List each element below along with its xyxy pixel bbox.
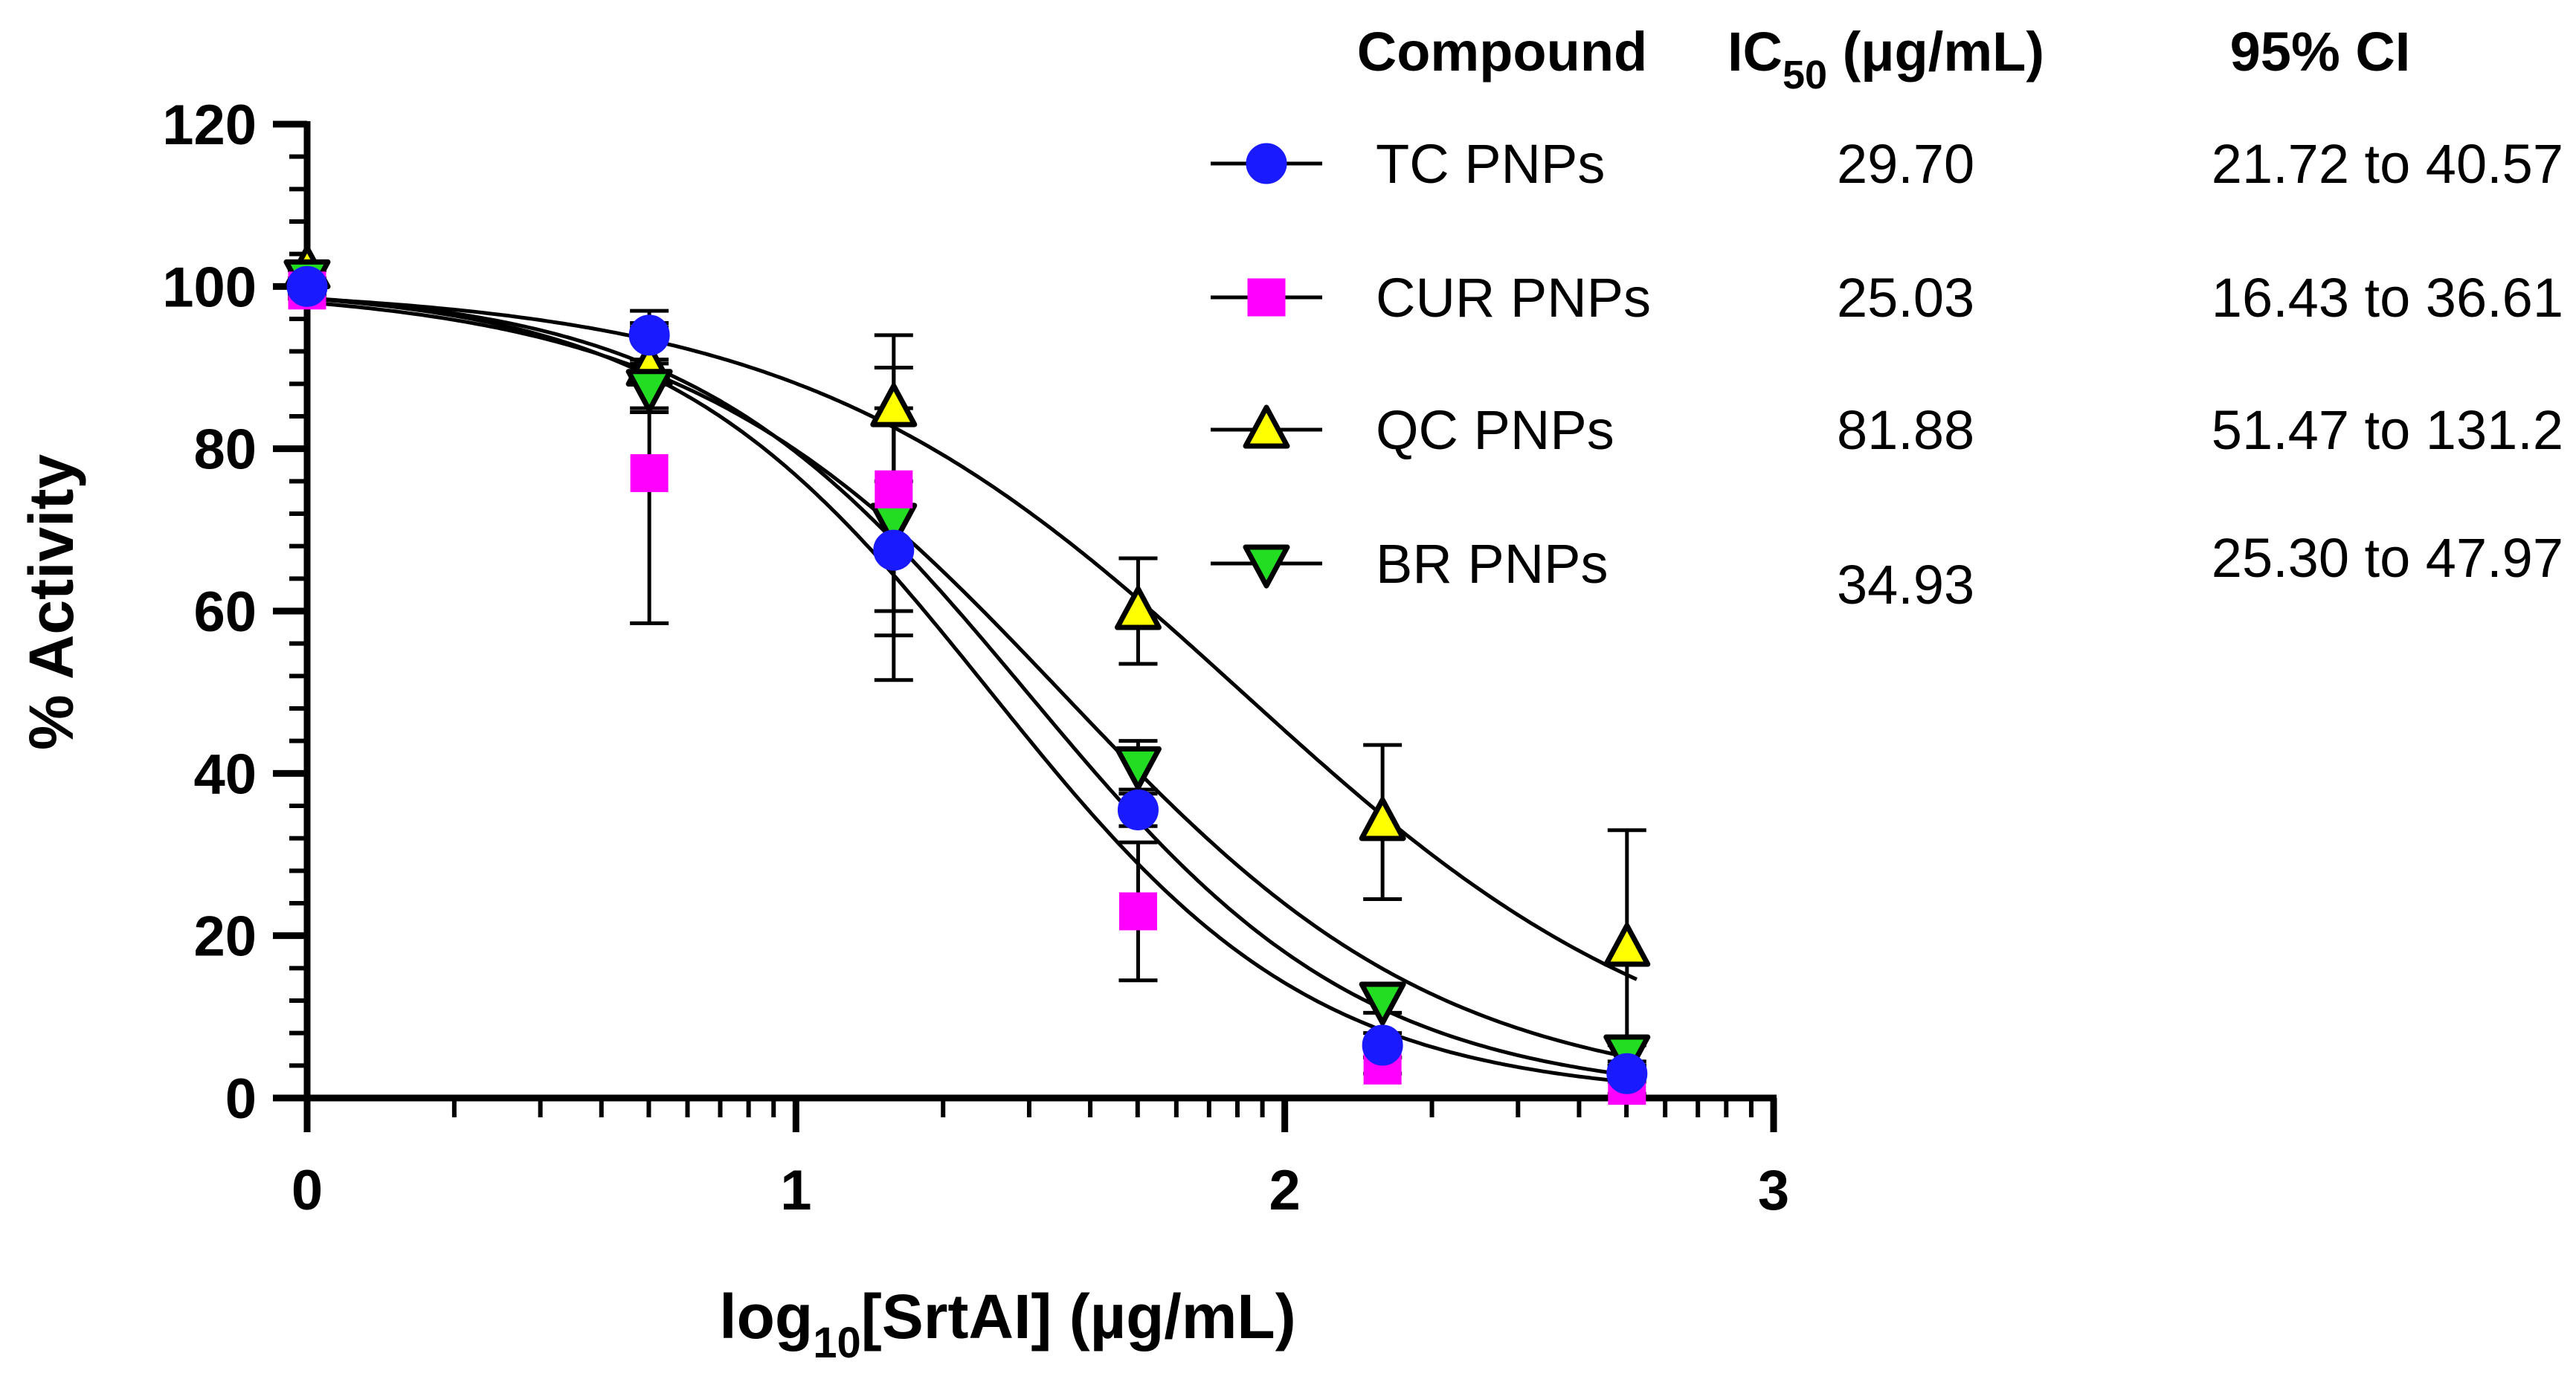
data-points — [283, 245, 1651, 1105]
fit-curve — [306, 297, 1638, 1085]
legend-marker — [1243, 404, 1290, 449]
y-tick-label: 120 — [162, 94, 257, 157]
x-tick-label: 1 — [780, 1159, 811, 1222]
legend-ci-value: 25.30 to 47.97 — [2212, 527, 2563, 589]
x-tick-label: 3 — [1758, 1159, 1789, 1222]
legend-compound-name: TC PNPs — [1376, 133, 1605, 195]
y-tick-label: 80 — [193, 419, 257, 482]
legend-marker — [1247, 278, 1286, 317]
data-point — [1359, 981, 1406, 1026]
fit-curve — [306, 300, 1638, 1061]
x-tick-label: 0 — [292, 1159, 323, 1222]
legend-header-ci: 95% CI — [2230, 21, 2411, 83]
legend-ic50-value: 29.70 — [1837, 133, 1974, 195]
data-point — [625, 369, 673, 413]
legend-ic50-value: 34.93 — [1837, 554, 1974, 616]
data-point — [286, 265, 328, 307]
data-point — [1359, 797, 1406, 842]
legend: TC PNPs 29.70 21.72 to 40.57 CUR PNPs 25.03 1… — [1211, 133, 2563, 616]
legend-marker — [1243, 544, 1290, 589]
data-point — [1114, 746, 1162, 790]
data-point — [1362, 1024, 1403, 1066]
x-axis-title-rest: [SrtAI] (µg/mL) — [861, 1282, 1296, 1351]
fit-curve — [306, 297, 1638, 981]
ic50-header-ic: IC — [1727, 21, 1783, 83]
data-point — [1117, 789, 1159, 830]
x-axis-title: log10[SrtAI] (µg/mL) — [719, 1282, 1295, 1367]
data-point — [630, 453, 669, 492]
ic50-header-units: (μg/mL) — [1827, 21, 2044, 83]
legend-header-ic50: IC50 (μg/mL) — [1727, 21, 2044, 97]
legend-compound-name: BR PNPs — [1376, 533, 1609, 595]
legend-compound-name: QC PNPs — [1376, 399, 1614, 461]
data-point — [873, 529, 915, 571]
error-bars — [288, 260, 1646, 1097]
legend-header-compound: Compound — [1357, 21, 1647, 83]
legend-marker — [1246, 143, 1287, 184]
legend-ci-value: 51.47 to 131.2 — [2212, 399, 2563, 461]
y-tick-label: 100 — [162, 256, 257, 319]
y-tick-label: 20 — [193, 905, 257, 969]
x-axis-title-prefix: log — [719, 1282, 813, 1351]
legend-ci-value: 21.72 to 40.57 — [2212, 133, 2563, 195]
y-tick-label: 0 — [225, 1068, 257, 1131]
data-point — [870, 383, 918, 427]
legend-compound-name: CUR PNPs — [1376, 267, 1651, 329]
fit-curves — [306, 296, 1638, 1085]
data-point — [628, 314, 670, 356]
x-axis-title-subscript: 10 — [813, 1319, 861, 1367]
x-tick-label: 2 — [1269, 1159, 1301, 1222]
data-point — [875, 470, 913, 508]
legend-ci-value: 16.43 to 36.61 — [2212, 267, 2563, 329]
data-point — [1603, 923, 1651, 967]
y-tick-label: 40 — [193, 743, 257, 806]
legend-ic50-value: 25.03 — [1837, 267, 1974, 329]
fit-curve — [306, 296, 1638, 1079]
y-axis-title: % Activity — [16, 454, 86, 751]
tick-labels: 0 20 40 60 80 100 120 0 1 2 3 — [162, 94, 1789, 1222]
legend-ic50-value: 81.88 — [1837, 399, 1974, 461]
y-tick-label: 60 — [193, 581, 257, 644]
data-point — [1114, 586, 1162, 630]
data-point — [1606, 1053, 1648, 1094]
data-point — [1118, 892, 1157, 931]
ic50-header-sub: 50 — [1783, 53, 1827, 97]
